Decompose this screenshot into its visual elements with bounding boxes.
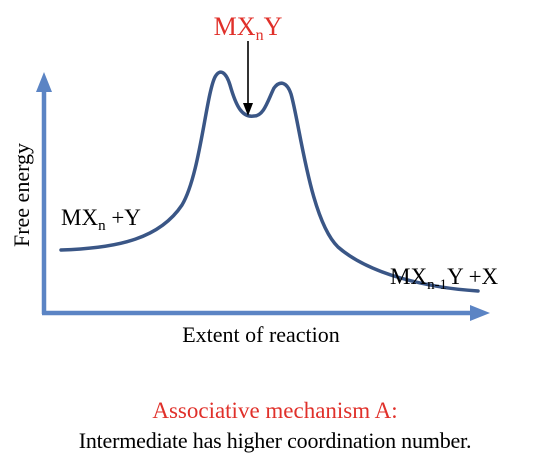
x-axis-arrowhead — [470, 305, 490, 321]
intermediate-label: MXnY — [214, 12, 283, 44]
reactants-label-base: MX — [61, 205, 98, 230]
y-axis-label: Free energy — [9, 143, 34, 247]
intermediate-pointer — [243, 41, 253, 116]
y-axis-arrowhead — [36, 72, 52, 92]
energy-profile-diagram: Free energy Extent of reaction MXnY MXn … — [9, 12, 499, 347]
caption-title: Associative mechanism A: — [152, 398, 398, 423]
products-label-base: MX — [390, 264, 427, 289]
products-label-sub: n-1 — [427, 277, 447, 293]
x-axis — [42, 305, 490, 321]
x-axis-label: Extent of reaction — [182, 322, 340, 347]
y-axis — [36, 72, 52, 314]
products-label: MXn-1Y +X — [390, 264, 499, 293]
intermediate-label-base: MX — [214, 12, 256, 41]
products-label-tail: Y +X — [447, 264, 498, 289]
caption-text: Intermediate has higher coordination num… — [78, 428, 472, 453]
reactants-label-tail: +Y — [106, 205, 142, 230]
intermediate-pointer-head — [243, 103, 253, 116]
energy-curve — [59, 70, 480, 293]
intermediate-label-tail: Y — [264, 12, 283, 41]
reactants-label: MXn +Y — [61, 205, 141, 234]
reactants-label-sub: n — [98, 218, 106, 234]
intermediate-label-sub: n — [256, 27, 264, 44]
